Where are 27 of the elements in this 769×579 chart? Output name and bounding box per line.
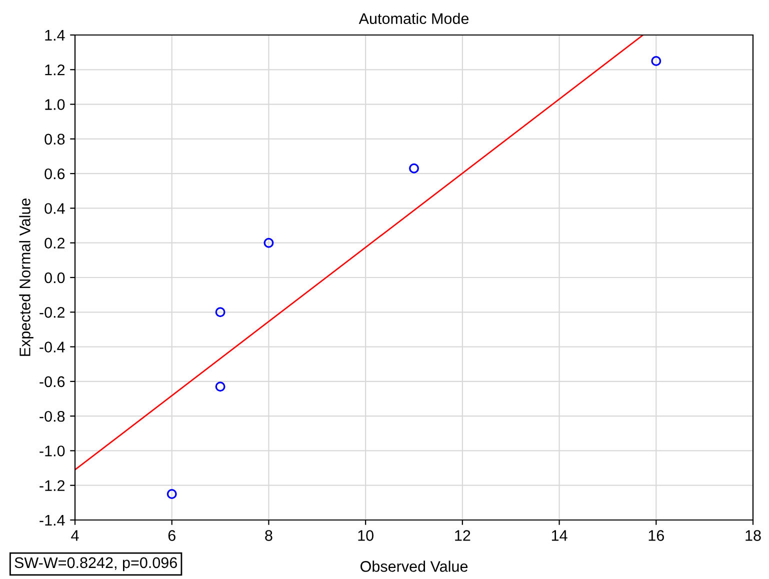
- y-tick-label: -0.8: [40, 410, 65, 422]
- x-tick-label: 16: [648, 530, 664, 541]
- y-tick-label: -1.2: [40, 480, 65, 491]
- y-axis-title: Expected Normal Value: [19, 198, 34, 356]
- y-tick-label: 1.2: [45, 64, 65, 76]
- y-tick-label: 0.4: [44, 203, 65, 214]
- chart-title: Automatic Mode: [358, 12, 469, 24]
- x-tick-label: 6: [168, 530, 176, 541]
- x-tick-label: 12: [455, 530, 470, 541]
- y-tick-label: 1.0: [45, 99, 65, 110]
- text: SW-W=0.8242, p=0.096: [14, 557, 177, 572]
- x-tick-label: 14: [552, 530, 568, 541]
- y-tick-label: -0.6: [40, 376, 65, 388]
- y-tick-label: 0.2: [44, 238, 65, 249]
- y-tick-label: 0.0: [44, 272, 65, 284]
- y-tick-label: 0.8: [44, 134, 65, 145]
- x-tick-label: 8: [265, 530, 272, 541]
- x-tick-label: 4: [71, 530, 79, 541]
- y-tick-label: -0.2: [40, 307, 65, 318]
- y-tick-label: -1.4: [40, 515, 65, 526]
- y-tick-label: -1.0: [40, 446, 65, 456]
- x-tick-label: 10: [358, 530, 374, 541]
- x-tick-label: 18: [746, 530, 761, 541]
- y-tick-label: -0.4: [40, 342, 65, 352]
- x-axis-title: Observed Value: [360, 560, 468, 572]
- y-tick-label: 1.4: [45, 30, 65, 41]
- y-tick-label: 0.6: [44, 168, 65, 180]
